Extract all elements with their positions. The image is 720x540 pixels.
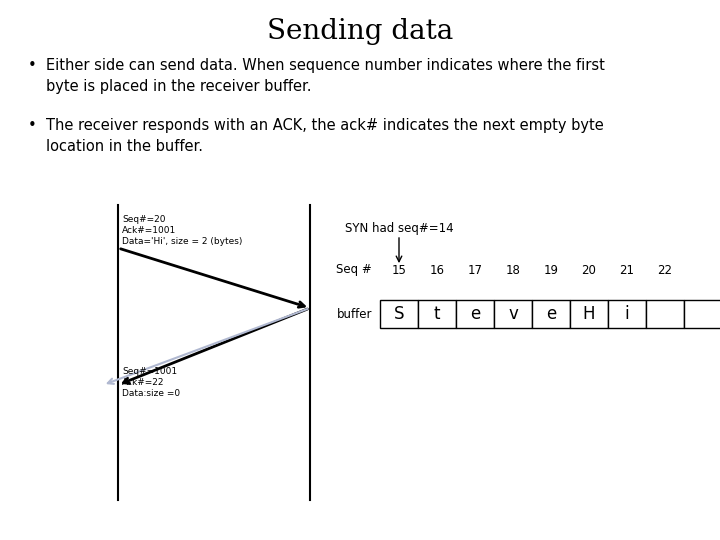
- Text: i: i: [625, 305, 629, 323]
- Bar: [646, 300, 684, 328]
- Text: 20: 20: [582, 264, 596, 276]
- Text: 16: 16: [430, 264, 444, 276]
- Text: buffer: buffer: [336, 307, 372, 321]
- Text: 19: 19: [544, 264, 559, 276]
- Bar: [608, 300, 646, 328]
- Text: •: •: [28, 118, 37, 133]
- Text: 21: 21: [619, 264, 634, 276]
- Text: t: t: [433, 305, 440, 323]
- Text: Either side can send data. When sequence number indicates where the first
byte i: Either side can send data. When sequence…: [46, 58, 605, 94]
- Text: SYN had seq#=14: SYN had seq#=14: [345, 222, 454, 235]
- Text: Sending data: Sending data: [267, 18, 453, 45]
- Text: •: •: [28, 58, 37, 73]
- Text: H: H: [582, 305, 595, 323]
- Text: e: e: [470, 305, 480, 323]
- Text: S: S: [394, 305, 404, 323]
- Text: 15: 15: [392, 264, 406, 276]
- Text: Seq#=1001
Ack#=22
Data:size =0: Seq#=1001 Ack#=22 Data:size =0: [122, 367, 180, 398]
- Bar: [418, 300, 456, 328]
- Text: The receiver responds with an ACK, the ack# indicates the next empty byte
locati: The receiver responds with an ACK, the a…: [46, 118, 604, 154]
- Bar: [532, 300, 570, 328]
- Text: Seq #: Seq #: [336, 264, 372, 276]
- Text: 18: 18: [505, 264, 521, 276]
- Bar: [380, 300, 418, 328]
- Bar: [570, 300, 608, 328]
- Text: Seq#=20
Ack#=1001
Data='Hi', size = 2 (bytes): Seq#=20 Ack#=1001 Data='Hi', size = 2 (b…: [122, 215, 243, 246]
- Text: v: v: [508, 305, 518, 323]
- Text: e: e: [546, 305, 556, 323]
- Text: 22: 22: [657, 264, 672, 276]
- Bar: [494, 300, 532, 328]
- Text: 17: 17: [467, 264, 482, 276]
- Bar: [684, 300, 720, 328]
- Bar: [456, 300, 494, 328]
